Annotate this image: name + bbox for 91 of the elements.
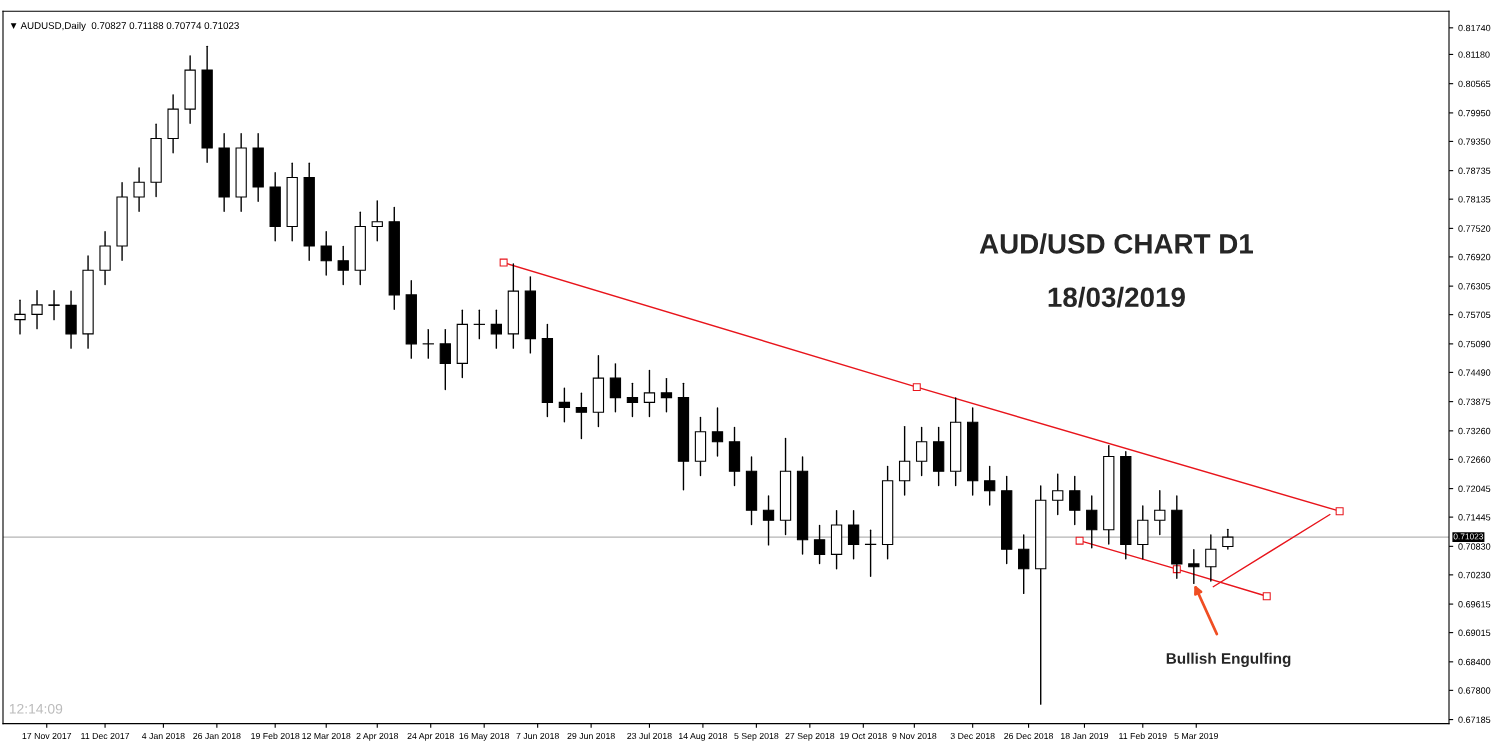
candlestick xyxy=(371,200,383,242)
candlestick xyxy=(337,245,349,286)
candlestick xyxy=(422,328,434,359)
y-tick-label: 0.67185 xyxy=(1458,716,1491,723)
candlestick xyxy=(1154,490,1166,536)
candlestick xyxy=(31,289,43,330)
x-tick-label: 5 Mar 2019 xyxy=(1174,732,1218,740)
y-tick-label: 0.77520 xyxy=(1458,225,1491,232)
text: 18/03/2019 xyxy=(1048,286,1185,308)
candlestick xyxy=(1052,473,1064,516)
candlestick xyxy=(1205,534,1217,582)
x-tick-label: 17 Nov 2017 xyxy=(22,732,72,740)
y-tick-label: 0.78135 xyxy=(1458,196,1491,203)
x-tick-label: 26 Jan 2018 xyxy=(193,732,241,740)
y-tick-label: 0.69015 xyxy=(1458,629,1491,636)
point xyxy=(1262,592,1271,601)
x-tick-label: 7 Jun 2018 xyxy=(516,732,559,740)
y-tick-label: 0.74490 xyxy=(1458,369,1491,376)
candlestick xyxy=(915,426,928,477)
x-tick-label: 19 Oct 2018 xyxy=(840,732,887,740)
x-tick-label: 4 Jan 2018 xyxy=(141,732,185,740)
candlestick xyxy=(813,524,826,565)
candlestick xyxy=(1018,534,1030,595)
candlestick xyxy=(320,231,332,276)
y-tick-label: 0.70830 xyxy=(1458,543,1491,550)
candlestick xyxy=(575,392,588,440)
x-tick-label: 29 Jun 2018 xyxy=(567,732,615,740)
candlestick xyxy=(48,289,60,321)
candlestick xyxy=(558,387,571,423)
y-tick-label: 0.73875 xyxy=(1458,398,1491,405)
x-tick-label: 11 Feb 2019 xyxy=(1119,732,1167,740)
x-tick-label: 24 Apr 2018 xyxy=(407,732,454,741)
y-tick-label: 0.75090 xyxy=(1458,340,1491,348)
annotation: 12:14:09 xyxy=(9,703,63,714)
candlestick xyxy=(439,328,451,391)
x-tick-label: 5 Sep 2018 xyxy=(734,732,779,741)
x-tick-label: 9 Nov 2018 xyxy=(892,732,937,740)
x-tick-label: 3 Dec 2018 xyxy=(950,732,995,740)
x-tick-label: 2 Apr 2018 xyxy=(356,732,399,741)
point xyxy=(1335,507,1344,516)
candlestick xyxy=(1222,528,1234,550)
candlestick xyxy=(14,299,26,335)
y-tick-label: 0.72660 xyxy=(1458,456,1491,463)
y-tick-label: 0.75705 xyxy=(1458,311,1491,319)
y-tick-label: 0.78735 xyxy=(1458,167,1491,174)
x-tick-label: 14 Aug 2018 xyxy=(679,732,728,741)
candlestick xyxy=(490,309,502,349)
candlestick xyxy=(711,407,724,457)
candlestick xyxy=(847,510,860,560)
x-tick-label: 16 May 2018 xyxy=(459,732,510,741)
x-tick-label: 27 Sep 2018 xyxy=(785,732,835,741)
candlestick xyxy=(864,529,877,577)
text: AUD/USD CHART D1 xyxy=(979,233,1253,254)
candlestick xyxy=(643,369,656,418)
candlestick xyxy=(1188,548,1200,585)
candlestick xyxy=(762,495,775,546)
y-tick-label: 0.72045 xyxy=(1458,485,1491,492)
candlestick xyxy=(473,309,485,340)
y-tick-label: 0.79350 xyxy=(1458,138,1491,145)
y-tick-label: 0.81740 xyxy=(1458,24,1491,32)
y-tick-label: 0.71445 xyxy=(1458,514,1491,521)
candlestick xyxy=(1069,475,1081,526)
y-tick-label: 0.70230 xyxy=(1458,571,1491,579)
y-tick-label: 0.79950 xyxy=(1458,109,1491,117)
annotation: ▼ AUDUSD,Daily 0.70827 0.71188 0.70774 0.71023 xyxy=(10,21,239,31)
point xyxy=(912,383,921,392)
candlestick xyxy=(626,382,639,418)
candlestick xyxy=(660,377,673,413)
candlestick xyxy=(898,425,911,496)
y-tick-label: 0.73260 xyxy=(1458,427,1491,435)
y-tick-label: 0.80565 xyxy=(1458,80,1491,88)
y-tick-label: 0.76305 xyxy=(1458,283,1491,290)
point xyxy=(499,258,508,267)
x-tick-label: 23 Jul 2018 xyxy=(627,732,672,740)
y-tick-label: 0.68400 xyxy=(1458,658,1491,666)
x-tick-label: 18 Jan 2019 xyxy=(1061,732,1109,740)
x-tick-label: 11 Dec 2017 xyxy=(81,732,130,740)
point xyxy=(1075,536,1084,545)
x-tick-label: 12 Mar 2018 xyxy=(302,732,351,740)
candlestick xyxy=(609,363,622,413)
candlestick xyxy=(1086,495,1098,549)
ref-line-label: 0.71023 xyxy=(1453,533,1484,540)
annotation: Bullish Engulfing xyxy=(1166,652,1291,667)
y-tick-label: 0.76920 xyxy=(1458,253,1491,261)
y-tick-label: 0.69615 xyxy=(1458,601,1491,608)
candlestick xyxy=(133,167,145,212)
x-tick-label: 19 Feb 2018 xyxy=(251,732,300,740)
y-tick-label: 0.67800 xyxy=(1458,687,1491,694)
candlestick xyxy=(984,465,996,506)
x-tick-label: 26 Dec 2018 xyxy=(1004,732,1053,740)
y-tick-label: 0.81180 xyxy=(1458,51,1490,58)
